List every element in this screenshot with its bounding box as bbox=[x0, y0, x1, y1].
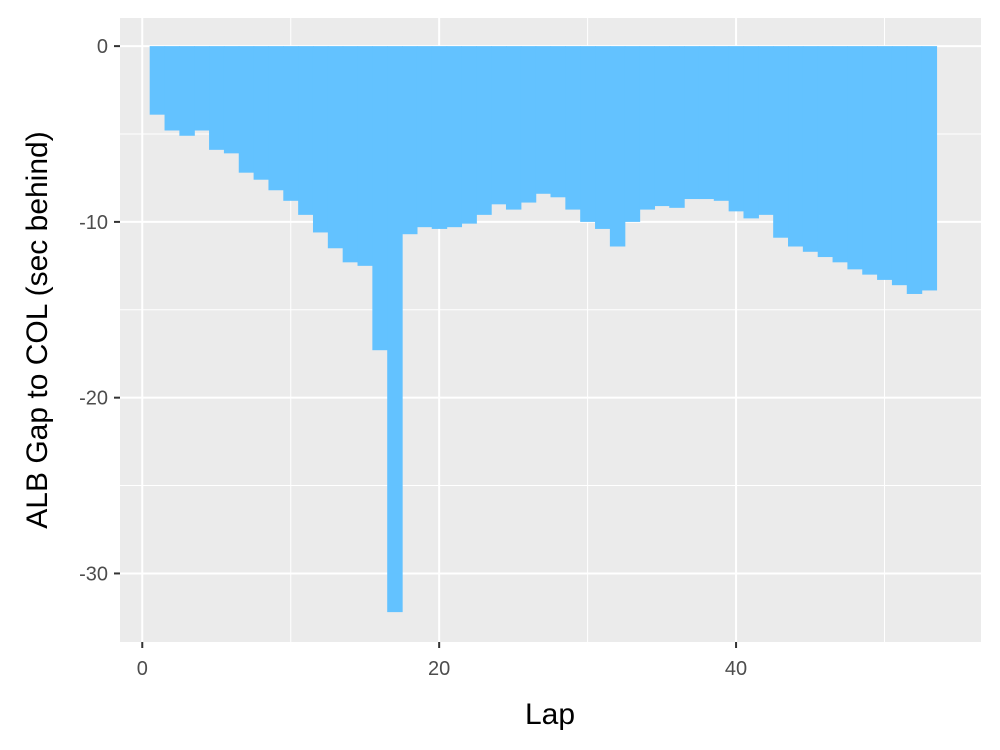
bar bbox=[179, 46, 195, 136]
y-tick-label: -10 bbox=[79, 212, 108, 234]
bar bbox=[595, 46, 611, 229]
x-axis-title: Lap bbox=[525, 698, 575, 731]
bar bbox=[223, 46, 240, 154]
bar bbox=[906, 46, 923, 294]
bar bbox=[788, 46, 804, 247]
bar bbox=[491, 46, 507, 205]
x-tick-label: 0 bbox=[137, 658, 148, 680]
bar bbox=[609, 46, 626, 247]
bar bbox=[431, 46, 448, 229]
bar bbox=[921, 46, 938, 291]
bar bbox=[698, 46, 715, 200]
bar bbox=[654, 46, 670, 207]
x-tick-label: 40 bbox=[725, 658, 747, 680]
bar bbox=[476, 46, 492, 215]
bar bbox=[461, 46, 477, 224]
bar bbox=[624, 46, 641, 222]
bar bbox=[862, 46, 878, 275]
bar bbox=[416, 46, 433, 228]
bar bbox=[802, 46, 819, 252]
y-tick-label: -30 bbox=[79, 563, 108, 585]
bar bbox=[877, 46, 893, 280]
bar bbox=[639, 46, 656, 210]
bar bbox=[357, 46, 373, 266]
bar bbox=[238, 46, 255, 173]
bar bbox=[565, 46, 581, 210]
bar bbox=[743, 46, 759, 219]
bar bbox=[684, 46, 700, 200]
bar bbox=[669, 46, 685, 208]
bar bbox=[209, 46, 225, 150]
bar bbox=[268, 46, 284, 191]
bar bbox=[342, 46, 359, 263]
bar bbox=[773, 46, 789, 238]
bar bbox=[446, 46, 463, 228]
bar bbox=[372, 46, 388, 351]
bar bbox=[535, 46, 552, 194]
tick-labels: 0 20 40 0 -10 -20 -30 bbox=[79, 36, 747, 680]
bar bbox=[149, 46, 166, 115]
bar bbox=[164, 46, 180, 131]
bar bbox=[891, 46, 908, 286]
bar bbox=[387, 46, 403, 613]
bar bbox=[312, 46, 329, 233]
bar bbox=[520, 46, 537, 203]
bar bbox=[253, 46, 270, 180]
bar bbox=[327, 46, 344, 249]
bar bbox=[728, 46, 745, 212]
x-tick-label: 20 bbox=[428, 658, 450, 680]
bar bbox=[402, 46, 418, 235]
axis-ticks bbox=[114, 45, 738, 648]
y-axis-title: ALB Gap to COL (sec behind) bbox=[21, 131, 54, 528]
bar bbox=[298, 46, 314, 215]
bar bbox=[847, 46, 863, 270]
bar bbox=[713, 46, 730, 201]
bar bbox=[758, 46, 774, 215]
bar bbox=[283, 46, 299, 201]
bar bbox=[194, 46, 210, 131]
bar bbox=[550, 46, 566, 198]
bar bbox=[817, 46, 834, 258]
bars bbox=[149, 46, 938, 613]
bar bbox=[832, 46, 848, 263]
bar bbox=[505, 46, 522, 210]
y-tick-label: -20 bbox=[79, 388, 108, 410]
y-tick-label: 0 bbox=[97, 36, 108, 58]
bar bbox=[580, 46, 596, 222]
